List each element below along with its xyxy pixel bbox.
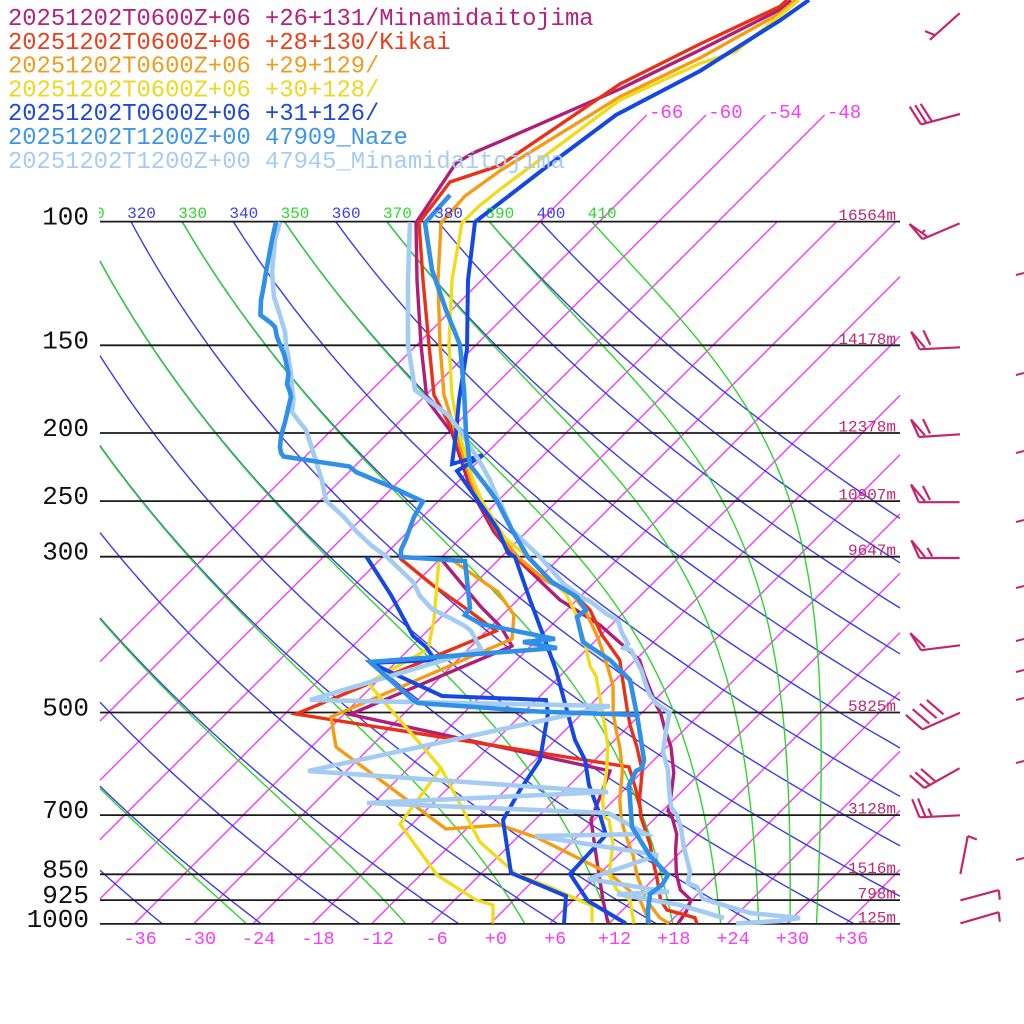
svg-text:+12: +12 (598, 929, 631, 950)
svg-text:380: 380 (434, 205, 463, 223)
svg-text:5825m: 5825m (848, 698, 896, 716)
svg-text:370: 370 (383, 205, 412, 223)
svg-text:850: 850 (42, 855, 89, 885)
svg-text:-18: -18 (301, 929, 334, 950)
svg-text:20251202T0600Z+06 +29+129/: 20251202T0600Z+06 +29+129/ (8, 54, 379, 81)
svg-text:+18: +18 (657, 929, 690, 950)
svg-text:125m: 125m (858, 909, 896, 927)
svg-text:925: 925 (42, 881, 89, 911)
svg-text:410: 410 (588, 205, 617, 223)
svg-text:500: 500 (42, 694, 89, 724)
svg-text:+6: +6 (544, 929, 566, 950)
svg-text:20251202T0600Z+06 +31+126/: 20251202T0600Z+06 +31+126/ (8, 101, 379, 128)
svg-text:20251202T1200Z+00 47909_Naze: 20251202T1200Z+00 47909_Naze (8, 125, 408, 152)
svg-text:360: 360 (332, 205, 361, 223)
svg-text:390: 390 (485, 205, 514, 223)
svg-text:9647m: 9647m (848, 542, 896, 560)
svg-text:-30: -30 (183, 929, 216, 950)
svg-text:20251202T0600Z+06 +30+128/: 20251202T0600Z+06 +30+128/ (8, 77, 379, 104)
svg-text:300: 300 (42, 538, 89, 568)
svg-text:150: 150 (42, 326, 89, 356)
svg-text:330: 330 (178, 205, 207, 223)
svg-text:798m: 798m (858, 886, 896, 904)
svg-text:20251202T0600Z+06 +28+130/Kika: 20251202T0600Z+06 +28+130/Kikai (8, 30, 451, 57)
svg-text:3128m: 3128m (848, 801, 896, 819)
svg-text:20251202T0600Z+06 +26+131/Mina: 20251202T0600Z+06 +26+131/Minamidaitojim… (8, 6, 594, 33)
svg-text:-60: -60 (708, 102, 742, 124)
svg-text:1000: 1000 (27, 905, 89, 935)
svg-text:+36: +36 (835, 929, 868, 950)
svg-text:20251202T1200Z+00 47945_Minami: 20251202T1200Z+00 47945_Minamidaitojima (8, 149, 565, 176)
svg-text:+24: +24 (716, 929, 749, 950)
svg-text:-24: -24 (242, 929, 275, 950)
svg-text:16564m: 16564m (838, 207, 896, 225)
svg-text:-6: -6 (425, 929, 447, 950)
svg-text:12378m: 12378m (838, 419, 896, 437)
svg-text:14178m: 14178m (838, 331, 896, 349)
svg-text:100: 100 (42, 203, 89, 233)
svg-text:340: 340 (229, 205, 258, 223)
svg-text:-48: -48 (827, 102, 861, 124)
svg-text:310: 310 (76, 205, 105, 223)
svg-text:+30: +30 (776, 929, 809, 950)
svg-text:350: 350 (281, 205, 310, 223)
svg-text:10907m: 10907m (838, 487, 896, 505)
svg-text:700: 700 (42, 796, 89, 826)
svg-text:+0: +0 (485, 929, 507, 950)
svg-text:200: 200 (42, 414, 89, 444)
svg-text:-66: -66 (649, 102, 683, 124)
svg-text:-12: -12 (361, 929, 394, 950)
svg-text:-54: -54 (768, 102, 802, 124)
svg-text:250: 250 (42, 482, 89, 512)
svg-text:-36: -36 (123, 929, 156, 950)
svg-text:320: 320 (127, 205, 156, 223)
svg-text:1516m: 1516m (848, 860, 896, 878)
svg-text:400: 400 (537, 205, 566, 223)
